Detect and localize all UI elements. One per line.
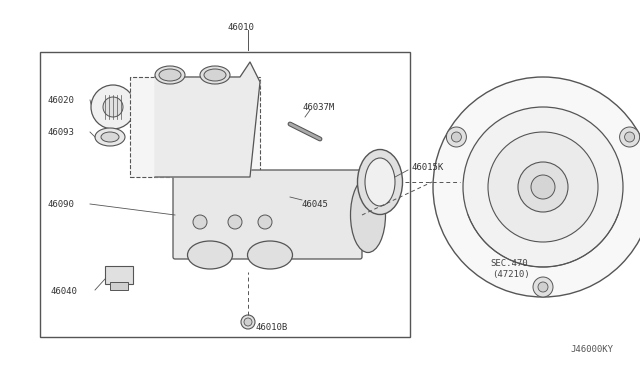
Circle shape	[531, 175, 555, 199]
Bar	[40, 52, 410, 337]
Ellipse shape	[155, 66, 185, 84]
Ellipse shape	[351, 177, 385, 253]
Text: 46040: 46040	[50, 288, 77, 296]
Text: 46010B: 46010B	[255, 323, 287, 331]
Text: 46093: 46093	[47, 128, 74, 137]
Circle shape	[91, 85, 135, 129]
Circle shape	[433, 77, 640, 297]
Circle shape	[625, 132, 635, 142]
Text: 46090: 46090	[47, 199, 74, 208]
Text: J46000KY: J46000KY	[570, 346, 613, 355]
Circle shape	[228, 215, 242, 229]
Ellipse shape	[358, 150, 403, 215]
Bar	[105, 266, 133, 284]
Ellipse shape	[101, 132, 119, 142]
Circle shape	[244, 318, 252, 326]
Circle shape	[620, 127, 639, 147]
Circle shape	[258, 215, 272, 229]
Circle shape	[538, 282, 548, 292]
Bar	[130, 77, 260, 177]
Circle shape	[446, 127, 467, 147]
Text: (47210): (47210)	[492, 269, 530, 279]
FancyBboxPatch shape	[173, 170, 362, 259]
Circle shape	[241, 315, 255, 329]
Ellipse shape	[159, 69, 181, 81]
Circle shape	[533, 277, 553, 297]
Polygon shape	[155, 62, 260, 177]
Ellipse shape	[200, 66, 230, 84]
Circle shape	[518, 162, 568, 212]
Circle shape	[463, 107, 623, 267]
Text: 46037M: 46037M	[303, 103, 335, 112]
Circle shape	[451, 132, 461, 142]
Text: 46045: 46045	[302, 199, 329, 208]
Bar	[110, 282, 128, 290]
Ellipse shape	[204, 69, 226, 81]
Ellipse shape	[95, 128, 125, 146]
Text: 46010: 46010	[228, 22, 255, 32]
Text: 46015K: 46015K	[412, 163, 444, 171]
Ellipse shape	[248, 241, 292, 269]
Ellipse shape	[365, 158, 395, 206]
Text: 46020: 46020	[47, 96, 74, 105]
Text: SEC.470: SEC.470	[490, 260, 527, 269]
Circle shape	[193, 215, 207, 229]
Circle shape	[488, 132, 598, 242]
Circle shape	[103, 97, 123, 117]
Ellipse shape	[188, 241, 232, 269]
